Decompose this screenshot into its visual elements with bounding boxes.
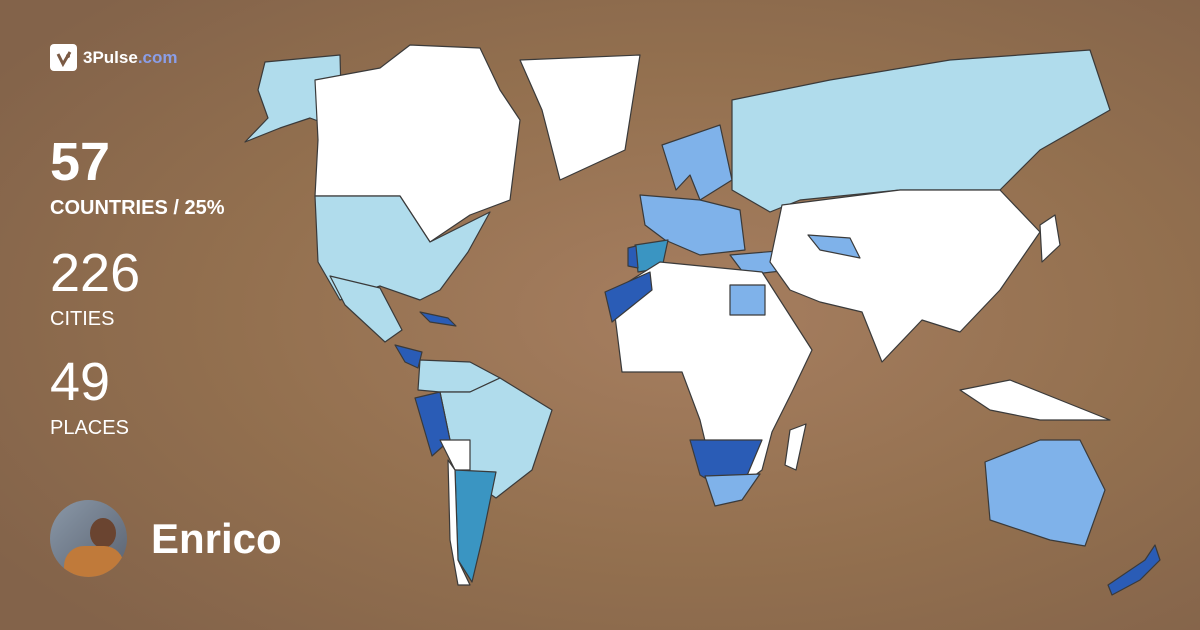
checkmark-logo-icon (50, 44, 77, 71)
stat-countries: 57 COUNTRIES / 25% (50, 135, 224, 220)
cities-label: CITIES (50, 308, 115, 330)
region-scandinavia[interactable] (661, 124, 733, 201)
region-portugal[interactable] (627, 245, 639, 269)
countries-count: 57 (50, 132, 111, 192)
brand-logo[interactable]: 3Pulse .com (50, 44, 178, 71)
places-count: 49 (50, 352, 111, 412)
region-cuba[interactable] (419, 311, 457, 327)
countries-label: COUNTRIES / 25% (50, 197, 225, 219)
brand-name: 3Pulse (83, 47, 138, 67)
region-asia[interactable] (769, 189, 1041, 363)
user-profile[interactable]: Enrico (50, 500, 282, 577)
region-chile[interactable] (447, 459, 471, 586)
region-japan[interactable] (1039, 214, 1061, 263)
cities-count: 226 (50, 243, 141, 303)
region-russia[interactable] (731, 49, 1111, 213)
region-caucasus[interactable] (807, 234, 861, 259)
region-usa[interactable] (314, 195, 491, 301)
region-morocco[interactable] (604, 271, 653, 323)
user-name: Enrico (151, 514, 282, 562)
stat-places: 49 PLACES (50, 355, 129, 440)
region-new-zealand[interactable] (1107, 544, 1161, 596)
places-label: PLACES (50, 417, 129, 439)
region-egypt[interactable] (729, 284, 766, 316)
brand-tld: .com (137, 47, 178, 67)
region-southeast-asia[interactable] (959, 379, 1111, 421)
region-central-america[interactable] (394, 344, 423, 369)
avatar[interactable] (50, 500, 127, 577)
region-greenland[interactable] (519, 54, 641, 181)
region-mexico[interactable] (329, 275, 403, 343)
region-australia[interactable] (984, 439, 1106, 547)
region-bolivia[interactable] (439, 439, 471, 471)
stat-cities: 226 CITIES (50, 246, 140, 331)
region-madagascar[interactable] (784, 423, 807, 471)
region-south-africa[interactable] (704, 473, 761, 507)
